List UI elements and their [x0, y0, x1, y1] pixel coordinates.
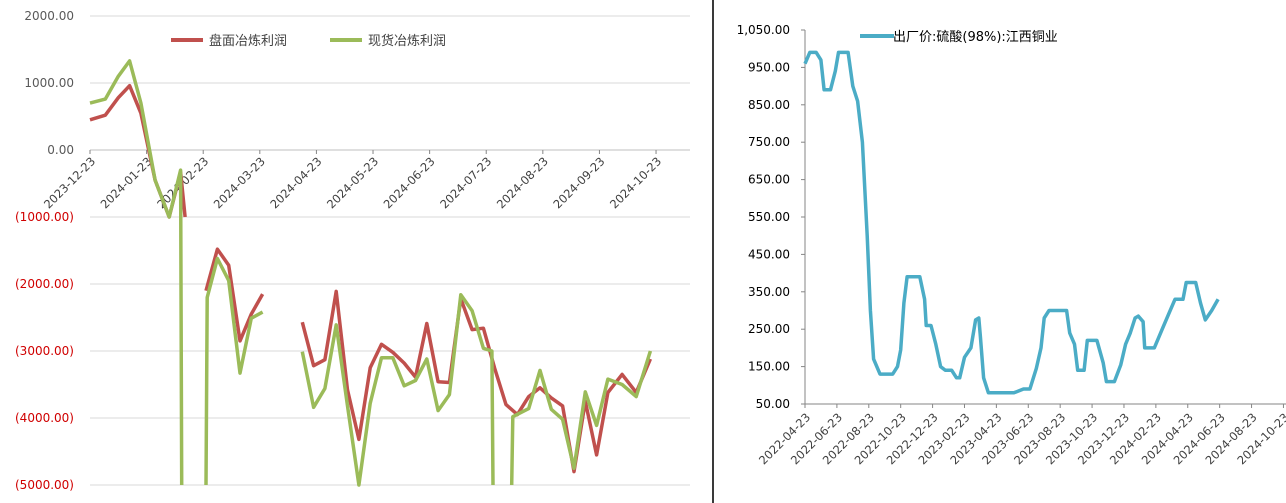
- left-plot-lines: [89, 59, 653, 487]
- legend-label-series-2: 现货冶炼利润: [368, 33, 446, 49]
- x-tick-label-3: 2024-03-23: [211, 154, 268, 211]
- series-2-line-segment-3: [509, 350, 653, 486]
- left-y-axis: 2000.00 1000.00 0.00 (1000.00) (2000.00) (300…: [15, 9, 74, 492]
- y-tick-label-0: 2000.00: [24, 9, 74, 23]
- y-tick-label-6: 450.00: [748, 247, 790, 261]
- legend-label-sulfuric-acid: 出厂价:硫酸(98%):江西铜业: [893, 30, 1058, 45]
- y-tick-label-5: 550.00: [748, 210, 790, 224]
- x-tick-label-10: 2024-10-23: [607, 154, 664, 211]
- series-2-line-segment-0: [89, 59, 184, 486]
- y-tick-label-3: (1000.00): [15, 210, 74, 224]
- right-chart-sulfuric-acid-price: 1,050.00 950.00 850.00 750.00 650.00 550.00 45…: [737, 23, 1286, 467]
- x-tick-label-8: 2024-08-23: [494, 154, 551, 211]
- series-2-line-segment-2: [300, 292, 495, 487]
- legend-label-series-1: 盘面冶炼利润: [209, 33, 287, 49]
- y-tick-label-3: 750.00: [748, 135, 790, 149]
- x-tick-label-4: 2024-04-23: [267, 154, 324, 211]
- series-2-line-segment-1: [204, 256, 264, 486]
- y-tick-label-4: (2000.00): [15, 277, 74, 291]
- y-tick-label-7: 350.00: [748, 285, 790, 299]
- right-legend: 出厂价:硫酸(98%):江西铜业: [860, 30, 1058, 45]
- series-1-line-segment-1: [204, 247, 265, 343]
- y-tick-label-8: 250.00: [748, 322, 790, 336]
- right-x-axis: 2022-04-232022-06-232022-08-232022-10-23…: [756, 404, 1286, 467]
- y-tick-label-7: (5000.00): [15, 478, 74, 492]
- chart-divider: [712, 0, 714, 503]
- y-tick-label-2: 0.00: [47, 143, 74, 157]
- series-1-line-segment-0: [803, 50, 1220, 395]
- x-tick-label-0: 2023-12-23: [41, 154, 98, 211]
- x-tick-label-5: 2024-05-23: [324, 154, 381, 211]
- y-tick-label-1: 1000.00: [24, 76, 74, 90]
- y-tick-label-9: 150.00: [748, 360, 790, 374]
- x-tick-label-6: 2024-06-23: [381, 154, 438, 211]
- left-x-axis: 2023-12-23 2024-01-23 2024-02-23 2024-03-23…: [41, 149, 690, 211]
- y-tick-label-2: 850.00: [748, 98, 790, 112]
- right-plot-lines: [803, 50, 1220, 395]
- left-chart-smelting-profit: 2000.00 1000.00 0.00 (1000.00) (2000.00) (300…: [15, 9, 690, 492]
- y-tick-label-6: (4000.00): [15, 411, 74, 425]
- y-tick-label-10: 50.00: [756, 397, 790, 411]
- x-tick-label-7: 2024-07-23: [437, 154, 494, 211]
- y-tick-label-5: (3000.00): [15, 344, 74, 358]
- right-y-axis: 1,050.00 950.00 850.00 750.00 650.00 550.00 45…: [737, 23, 1286, 411]
- y-tick-label-4: 650.00: [748, 173, 790, 187]
- y-tick-label-1: 950.00: [748, 60, 790, 74]
- x-tick-label-1: 2024-01-23: [98, 154, 155, 211]
- x-tick-label-9: 2024-09-23: [550, 154, 607, 211]
- y-tick-label-0: 1,050.00: [737, 23, 790, 37]
- left-legend: 盘面冶炼利润 现货冶炼利润: [171, 33, 446, 49]
